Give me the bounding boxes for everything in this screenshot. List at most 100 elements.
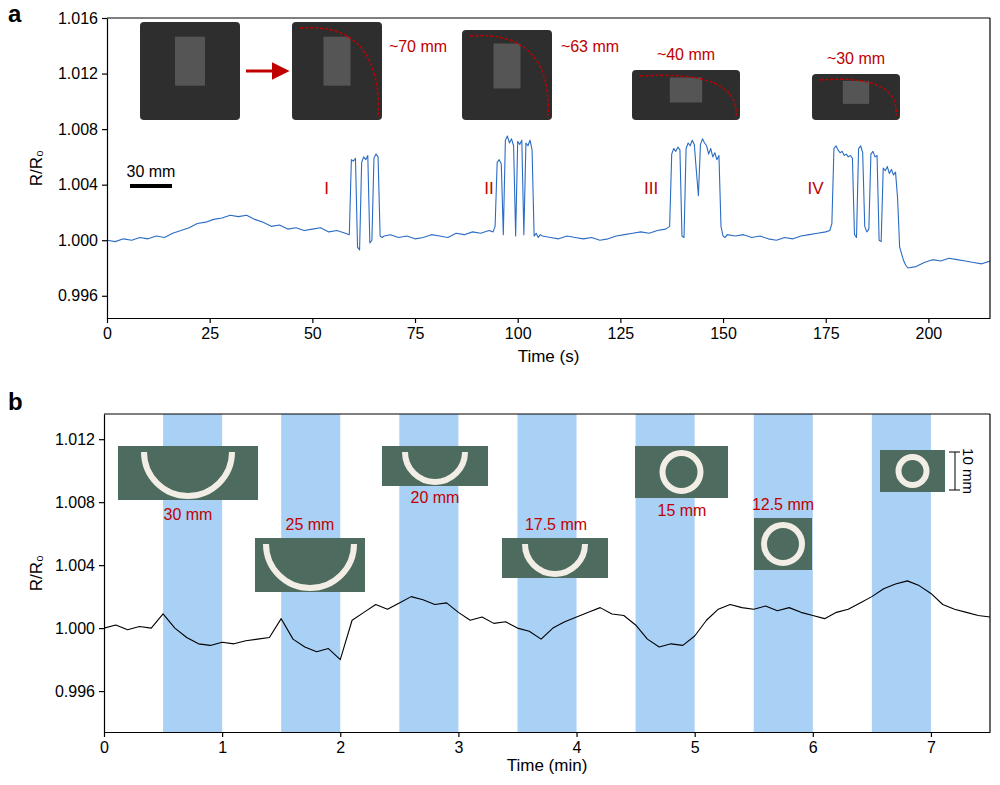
x-tick-mark [458,732,459,737]
y-tick-label: 1.004 [58,176,98,193]
photo-detail [670,78,702,103]
x-tick-mark [931,732,932,737]
x-tick-mark [826,318,827,323]
y-tick: 1.000 [55,620,104,637]
y-tick-label: 1.000 [58,232,98,249]
y-tick-mark [99,628,104,629]
inset-label: 17.5 mm [525,516,587,533]
shaded-interval [754,414,813,732]
x-tick-label: 150 [710,325,737,342]
y-tick: 1.000 [58,232,107,249]
x-tick-mark [104,732,105,737]
ring-shape [266,544,354,588]
photo-detail [843,81,869,104]
x-tick-label: 25 [201,325,219,342]
annotation: III [644,179,658,198]
scale-line [955,452,956,490]
inset-label: 25 mm [286,516,335,533]
x-tick: 7 [927,732,936,756]
x-tick-label: 3 [454,739,463,756]
y-tick: 1.004 [58,176,107,193]
y-tick: 1.004 [55,557,104,574]
frame-top [107,17,990,18]
x-axis: 0 25 50 75 100 125 150 175 200 [103,318,990,342]
y-tick-mark [102,296,107,297]
y-tick-mark [99,439,104,440]
inset-label: 15 mm [658,502,707,519]
photo-placeholder [632,70,740,120]
y-tick: 1.012 [55,431,104,448]
x-tick: 125 [608,318,635,342]
x-tick-mark [518,318,519,323]
x-tick: 50 [304,318,322,342]
x-tick-mark [107,318,108,323]
y-tick: 0.996 [58,287,107,304]
y-tick-label: 0.996 [58,287,98,304]
x-tick: 6 [809,732,818,756]
photo-placeholder [382,446,488,486]
photo-placeholder [462,30,552,120]
plot-area [104,414,990,732]
x-tick-mark [222,732,223,737]
photo-placeholder [635,446,728,498]
panel-letter: a [8,0,22,27]
x-tick: 175 [813,318,840,342]
y-tick-mark [99,502,104,503]
x-tick-mark [576,732,577,737]
frame-top [104,413,990,414]
plot-area [107,136,990,268]
inset-label: 20 mm [411,489,460,506]
y-tick-mark [99,565,104,566]
x-tick-mark [415,318,416,323]
photo-placeholder [812,74,900,120]
panel-letter: b [8,388,23,415]
x-tick-label: 75 [407,325,425,342]
bend-arc [640,75,736,116]
y-axis-title: R/R₀ [27,150,46,186]
y-tick-label: 1.012 [58,65,98,82]
inset-label: 12.5 mm [752,496,814,513]
photo-detail [175,37,205,86]
y-axis-line [107,19,108,319]
x-axis: 01234567 [100,732,990,756]
x-tick: 3 [454,732,463,756]
annotation: II [484,179,493,198]
data-line [104,581,990,660]
photo-placeholder [118,446,258,500]
x-tick-mark [340,732,341,737]
scale-bar-label: 10 mm [960,448,977,494]
photo-placeholder [880,450,945,492]
y-axis-title: R/R₀ [27,555,46,591]
y-tick-mark [102,240,107,241]
bend-arc [820,79,896,116]
x-tick: 0 [103,318,112,342]
x-tick-mark [695,732,696,737]
y-tick-mark [102,129,107,130]
y-tick-label: 1.008 [55,494,95,511]
x-tick-label: 4 [573,739,582,756]
inset-label: ~70 mm [389,38,447,55]
inset-label: ~63 mm [561,38,619,55]
x-tick-label: 200 [916,325,943,342]
x-tick-label: 50 [304,325,322,342]
x-tick: 75 [407,318,425,342]
ring-shape [144,452,232,496]
scale-bar [130,184,172,188]
figure: 02550751001251501752000.9961.0001.0041.0… [0,0,1000,785]
x-tick-mark [210,318,211,323]
ring-shape [525,544,585,574]
photo-placeholder [292,22,382,120]
inset-label: 30 mm [164,506,213,523]
x-tick-label: 0 [100,739,109,756]
x-tick-label: 6 [809,739,818,756]
x-tick-mark [620,318,621,323]
y-tick-mark [102,18,107,19]
photo-placeholder [140,22,240,120]
y-tick-label: 1.000 [55,620,95,637]
x-tick-label: 5 [691,739,700,756]
x-tick: 100 [505,318,532,342]
x-tick-label: 0 [103,325,112,342]
y-tick-label: 1.008 [58,121,98,138]
bend-arc [470,36,548,116]
y-axis: 0.9961.0001.0041.0081.0121.016 [58,10,108,319]
